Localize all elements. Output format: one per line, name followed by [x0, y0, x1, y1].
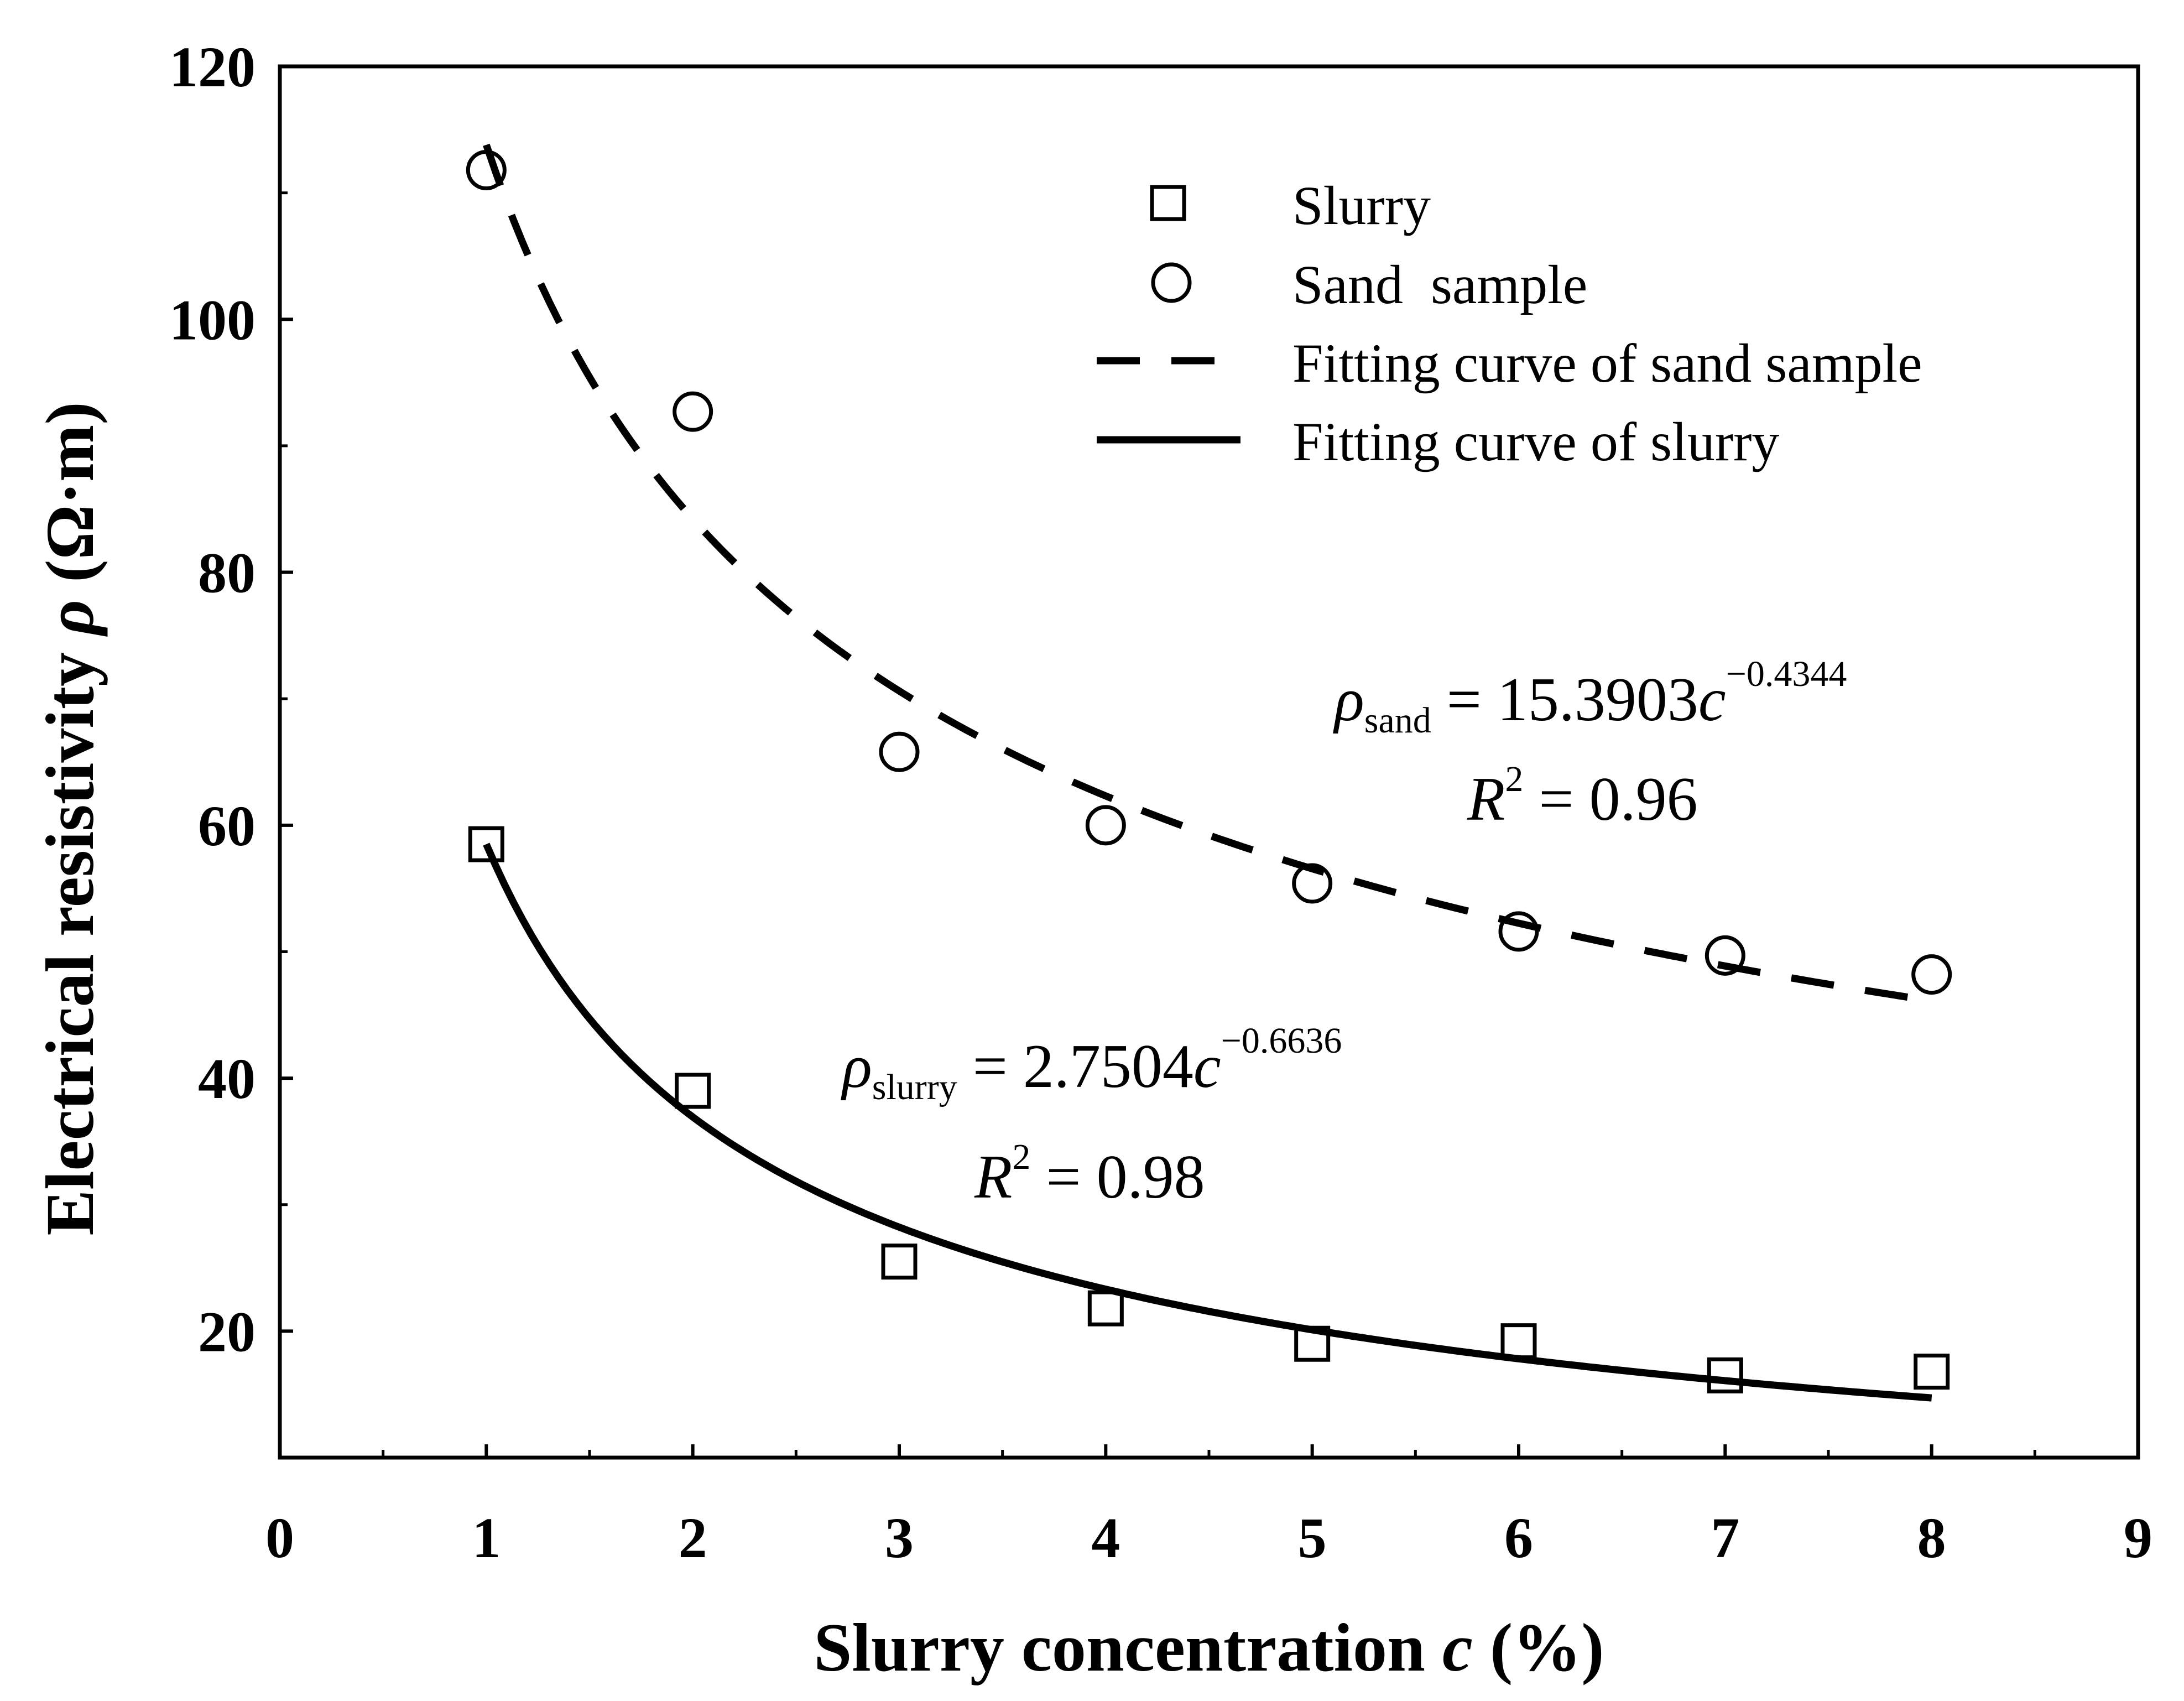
- slurry-equation: ρslurry = 2.7504c−0.6636 R2 = 0.98: [841, 1021, 1342, 1211]
- y-tick-label: 80: [198, 542, 256, 605]
- sand-eq-main: = 15.3903: [1431, 665, 1698, 734]
- slurry-point: [1707, 1357, 1743, 1393]
- x-tick-label: 2: [679, 1506, 707, 1570]
- sand-sample-point: [1498, 911, 1539, 952]
- y-tick-label: 40: [198, 1047, 256, 1111]
- slurry-point: [1500, 1323, 1537, 1360]
- legend-label-sand-fit: Fitting curve of sand sample: [1292, 332, 1922, 394]
- x-tick-label: 0: [265, 1506, 294, 1570]
- svg-text:ρsand = 15.3903c−0.4344: ρsand = 15.3903c−0.4344: [1333, 654, 1847, 741]
- slurry-point: [881, 1244, 918, 1280]
- sand-sample-point: [1705, 935, 1745, 976]
- x-axis-title-suffix: (%): [1473, 1610, 1604, 1686]
- x-tick-label: 1: [472, 1506, 501, 1570]
- x-tick-label: 5: [1298, 1506, 1327, 1570]
- sand-eq-symbol: ρ: [1333, 665, 1364, 734]
- slurry-eq-sub: slurry: [872, 1067, 957, 1107]
- svg-text:R2 = 0.98: R2 = 0.98: [974, 1137, 1205, 1211]
- legend-circle-marker: [1151, 262, 1192, 303]
- x-axis-tick-labels: 0 1 2 3 4 5 6 7 8 9: [265, 1506, 2152, 1570]
- slurry-point: [468, 826, 504, 862]
- legend-label-slurry-fit: Fitting curve of slurry: [1292, 411, 1779, 472]
- legend-label-slurry: Slurry: [1292, 175, 1431, 236]
- sand-sample-point: [466, 149, 507, 190]
- y-tick-label: 100: [169, 288, 256, 352]
- y-tick-label: 120: [169, 35, 256, 99]
- sand-sample-point: [673, 391, 713, 432]
- y-tick-label: 60: [198, 794, 256, 858]
- x-tick-label: 3: [885, 1506, 914, 1570]
- x-tick-label: 9: [2124, 1506, 2152, 1570]
- x-axis-title: Slurry concentration c (%): [814, 1610, 1604, 1686]
- slurry-point: [1914, 1354, 1950, 1390]
- y-tick-label: 20: [198, 1300, 256, 1364]
- x-tick-label: 6: [1504, 1506, 1533, 1570]
- svg-text:ρslurry = 2.7504c−0.6636: ρslurry = 2.7504c−0.6636: [841, 1021, 1342, 1107]
- y-axis-title-var: ρ: [32, 600, 108, 637]
- legend-square-marker: [1150, 185, 1186, 221]
- sand-fit-curve: [483, 143, 1932, 1005]
- sand-sample-point: [1292, 863, 1333, 904]
- y-axis-ticks: [280, 65, 293, 1333]
- x-tick-label: 7: [1711, 1506, 1739, 1570]
- x-axis-title-var: c: [1442, 1610, 1473, 1686]
- slurry-eq-var: c: [1193, 1032, 1221, 1101]
- x-axis-ticks: [278, 1444, 2140, 1458]
- legend: Slurry Sand sample Fitting curve of sand…: [1097, 175, 1922, 472]
- plot-frame: [278, 64, 2140, 1460]
- y-axis-title-suffix: (Ω·m): [32, 402, 108, 600]
- slurry-r2-value: = 0.98: [1030, 1143, 1205, 1211]
- svg-text:R2 = 0.96: R2 = 0.96: [1467, 759, 1698, 834]
- slurry-eq-main: = 2.7504: [957, 1032, 1193, 1101]
- sand-r2-symbol: R: [1467, 765, 1505, 834]
- fit-curves: [483, 143, 1932, 1402]
- sand-r2-value: = 0.96: [1523, 765, 1697, 834]
- y-axis-tick-labels: 20 40 60 80 100 120: [169, 35, 256, 1364]
- y-axis-title-prefix: Electrical resistivity: [32, 635, 108, 1236]
- slurry-fit-curve: [483, 842, 1932, 1402]
- sand-sample-point: [1911, 954, 1952, 995]
- sand-eq-sup: −0.4344: [1726, 654, 1847, 694]
- slurry-point: [675, 1073, 711, 1109]
- x-tick-label: 4: [1091, 1506, 1120, 1570]
- data-points: [466, 149, 1952, 1393]
- sand-r2-sup: 2: [1505, 759, 1523, 799]
- sand-equation: ρsand = 15.3903c−0.4344 R2 = 0.96: [1333, 654, 1847, 834]
- slurry-r2-symbol: R: [974, 1143, 1012, 1211]
- x-axis-title-prefix: Slurry concentration: [814, 1610, 1442, 1686]
- slurry-point: [1294, 1325, 1331, 1362]
- slurry-point: [1087, 1290, 1124, 1327]
- sand-eq-sub: sand: [1364, 700, 1431, 741]
- x-tick-label: 8: [1917, 1506, 1946, 1570]
- sand-sample-point: [1085, 805, 1126, 846]
- slurry-r2-sup: 2: [1012, 1137, 1030, 1177]
- sand-sample-point: [879, 731, 920, 772]
- legend-label-sand-sample: Sand sample: [1292, 254, 1587, 315]
- y-axis-title: Electrical resistivity ρ (Ω·m): [32, 402, 108, 1235]
- slurry-eq-symbol: ρ: [841, 1032, 872, 1101]
- sand-eq-var: c: [1698, 665, 1726, 734]
- slurry-eq-sup: −0.6636: [1221, 1021, 1342, 1061]
